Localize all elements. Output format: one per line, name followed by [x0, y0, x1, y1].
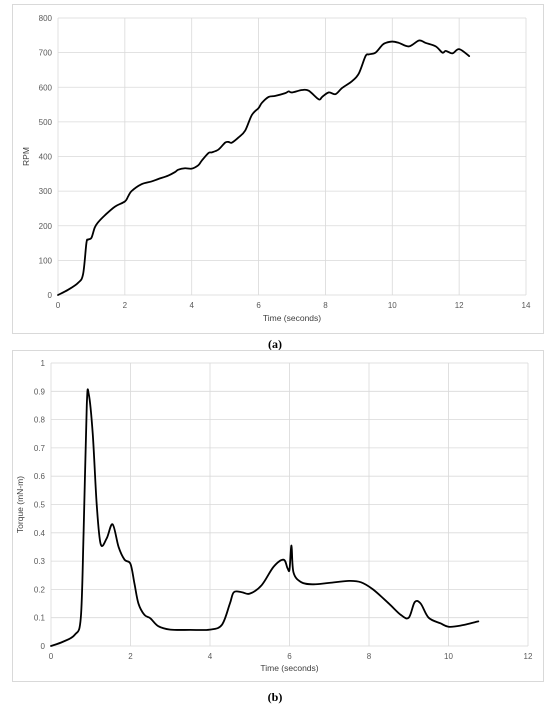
- chart-b-x-tick-label: 4: [208, 652, 213, 661]
- chart-b-y-tick-label: 0.1: [34, 614, 46, 623]
- caption-a: (a): [268, 337, 282, 351]
- chart-a-y-tick-label: 500: [39, 118, 53, 127]
- chart-b-series-line: [50, 388, 480, 647]
- chart-b-y-tick-label: 0.3: [34, 557, 46, 566]
- caption-b: (b): [267, 690, 283, 704]
- chart-a-x-tick-label: 2: [123, 301, 128, 310]
- chart-a-x-axis-label: Time (seconds): [263, 313, 321, 323]
- chart-a-y-tick-label: 200: [39, 222, 53, 231]
- chart-b-y-tick-label: 0.4: [34, 529, 46, 538]
- chart-a-x-tick-label: 4: [189, 301, 194, 310]
- chart-a-y-tick-label: 0: [48, 291, 53, 300]
- chart-b-x-tick-label: 0: [49, 652, 54, 661]
- chart-a-series-line: [57, 39, 471, 296]
- chart-b-svg: 0 2 4 6 8 10 12 0 0.1 0.2 0.3 0.4 0.5 0.6 0.7 0.8 0.9 1 Ti…: [15, 359, 533, 673]
- chart-b-x-tick-label: 8: [367, 652, 372, 661]
- chart-a-y-axis-label: RPM: [21, 147, 31, 166]
- chart-b-x-axis-label: Time (seconds): [260, 663, 318, 673]
- chart-panel-a: 0 2 4 6 8 10 12 14 0 100 200 300 400 500 600 700 800 Time…: [12, 4, 544, 334]
- chart-a-svg: 0 2 4 6 8 10 12 14 0 100 200 300 400 500 600 700 800 Time…: [21, 14, 531, 323]
- chart-b-y-tick-label: 0.8: [34, 416, 46, 425]
- chart-a-x-tick-label: 8: [323, 301, 328, 310]
- chart-a-x-tick-label: 0: [56, 301, 61, 310]
- chart-b-x-tick-label: 2: [128, 652, 133, 661]
- chart-b-y-tick-label: 0.5: [34, 501, 46, 510]
- chart-a-x-tick-label: 14: [522, 301, 531, 310]
- chart-b-y-tick-label: 0: [41, 642, 46, 651]
- chart-a-y-tick-label: 100: [39, 256, 53, 265]
- chart-b-x-tick-label: 10: [444, 652, 453, 661]
- chart-panel-b: 0 2 4 6 8 10 12 0 0.1 0.2 0.3 0.4 0.5 0.6 0.7 0.8 0.9 1 Ti…: [12, 350, 544, 682]
- chart-a-x-tick-label: 6: [256, 301, 261, 310]
- chart-a-y-tick-label: 400: [39, 153, 53, 162]
- chart-b-x-tick-label: 12: [524, 652, 533, 661]
- chart-b-y-tick-label: 0.9: [34, 387, 46, 396]
- chart-a-y-tick-label: 700: [39, 49, 53, 58]
- chart-b-x-tick-label: 6: [287, 652, 292, 661]
- chart-a-x-tick-label: 12: [455, 301, 464, 310]
- chart-a-y-tick-label: 800: [39, 14, 53, 23]
- chart-a-x-tick-label: 10: [388, 301, 397, 310]
- chart-b-y-tick-label: 0.6: [34, 472, 46, 481]
- chart-b-y-tick-label: 1: [41, 359, 46, 368]
- chart-a-y-tick-label: 600: [39, 83, 53, 92]
- chart-a-y-tick-label: 300: [39, 187, 53, 196]
- chart-b-y-tick-label: 0.2: [34, 585, 46, 594]
- chart-b-y-axis-label: Torque (mN-m): [15, 476, 25, 533]
- chart-b-y-tick-label: 0.7: [34, 444, 46, 453]
